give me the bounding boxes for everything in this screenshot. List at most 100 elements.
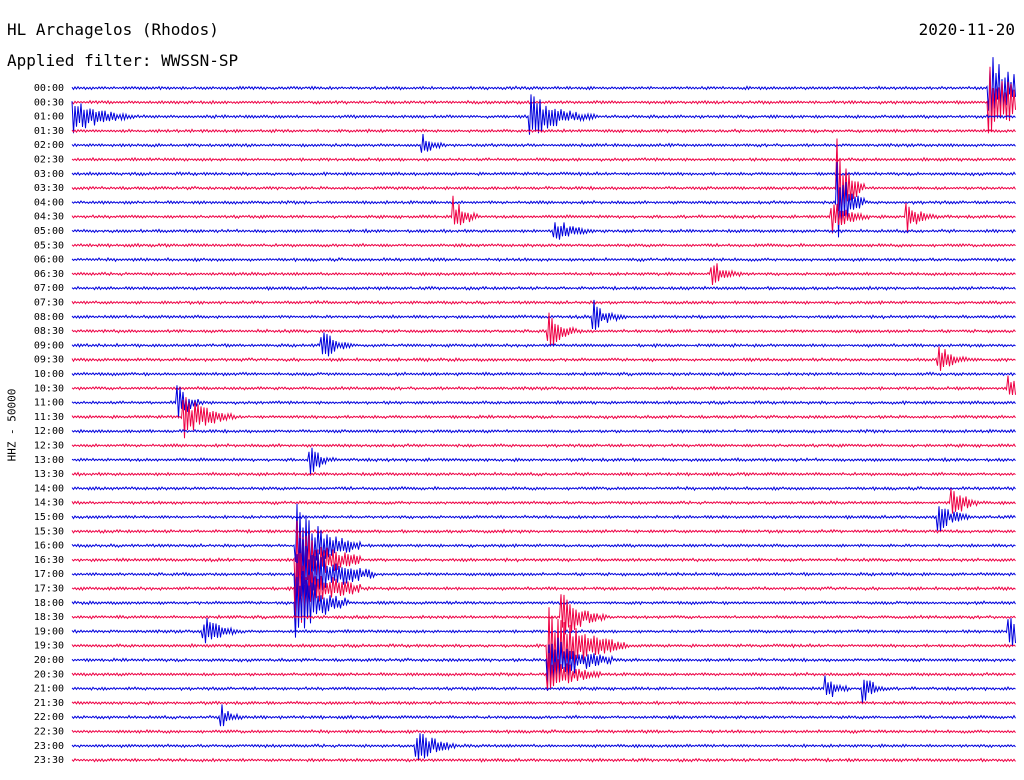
trace-1300 — [71, 447, 1016, 475]
trace-0330 — [71, 138, 1016, 222]
tick-label-2030: 20:30 — [34, 669, 64, 680]
trace-0030 — [71, 66, 1016, 134]
tick-label-1530: 15:30 — [34, 526, 64, 537]
trace-1130 — [71, 397, 1016, 439]
tick-label-1100: 11:00 — [34, 398, 64, 409]
tick-label-1330: 13:30 — [34, 469, 64, 480]
tick-label-1030: 10:30 — [34, 383, 64, 394]
tick-label-0030: 00:30 — [34, 97, 64, 108]
tick-label-0900: 09:00 — [34, 340, 64, 351]
tick-label-0200: 02:00 — [34, 140, 64, 151]
trace-2200 — [71, 704, 1016, 727]
trace-1700 — [71, 537, 1016, 614]
tick-label-1200: 12:00 — [34, 426, 64, 437]
trace-1930 — [71, 607, 1016, 679]
tick-label-1630: 16:30 — [34, 555, 64, 566]
trace-0830 — [71, 312, 1016, 346]
tick-label-0600: 06:00 — [34, 255, 64, 266]
tick-label-0230: 02:30 — [34, 155, 64, 166]
tick-label-0930: 09:30 — [34, 355, 64, 366]
trace-0130 — [71, 128, 1016, 134]
trace-1330 — [71, 471, 1016, 477]
tick-label-0430: 04:30 — [34, 212, 64, 223]
trace-1530 — [71, 528, 1016, 534]
tick-label-1300: 13:00 — [34, 455, 64, 466]
trace-1630 — [71, 520, 1016, 597]
trace-1100 — [71, 385, 1016, 419]
trace-1600 — [71, 503, 1016, 578]
trace-0000 — [71, 57, 1016, 116]
tick-label-1700: 17:00 — [34, 569, 64, 580]
trace-1830 — [71, 594, 1016, 635]
tick-label-1230: 12:30 — [34, 441, 64, 452]
tick-label-1600: 16:00 — [34, 541, 64, 552]
trace-2100 — [71, 675, 1016, 703]
tick-label-1000: 10:00 — [34, 369, 64, 380]
tick-label-0500: 05:00 — [34, 226, 64, 237]
tick-label-0000: 00:00 — [34, 83, 64, 94]
trace-0430 — [71, 195, 1016, 234]
trace-0200 — [71, 134, 1016, 153]
tick-label-1730: 17:30 — [34, 584, 64, 595]
station-title: HL Archagelos (Rhodos) — [7, 20, 219, 39]
tick-label-1430: 14:30 — [34, 498, 64, 509]
trace-1230 — [71, 442, 1016, 449]
tick-label-1130: 11:30 — [34, 412, 64, 423]
trace-2330 — [71, 757, 1016, 763]
tick-label-2230: 22:30 — [34, 727, 64, 738]
trace-1000 — [71, 371, 1016, 377]
tick-label-2130: 21:30 — [34, 698, 64, 709]
tick-label-0300: 03:00 — [34, 169, 64, 180]
time-tick-labels: 00:00 00:30 01:00 01:30 02:00 02:30 03:00 03:30… — [34, 83, 64, 766]
tick-label-2000: 20:00 — [34, 655, 64, 666]
trace-0230 — [71, 156, 1016, 163]
tick-label-0800: 08:00 — [34, 312, 64, 323]
tick-label-0330: 03:30 — [34, 183, 64, 194]
trace-2300 — [71, 733, 1016, 761]
tick-label-0130: 01:30 — [34, 126, 64, 137]
tick-label-0530: 05:30 — [34, 240, 64, 251]
tick-label-0400: 04:00 — [34, 197, 64, 208]
trace-0900 — [71, 332, 1016, 357]
trace-0600 — [71, 257, 1016, 263]
tick-label-1400: 14:00 — [34, 483, 64, 494]
trace-0930 — [71, 346, 1016, 371]
tick-label-2100: 21:00 — [34, 684, 64, 695]
trace-1900 — [71, 617, 1016, 647]
tick-label-0830: 08:30 — [34, 326, 64, 337]
tick-label-1830: 18:30 — [34, 612, 64, 623]
trace-0700 — [71, 285, 1016, 291]
tick-label-0700: 07:00 — [34, 283, 64, 294]
trace-0630 — [71, 263, 1016, 285]
trace-0300 — [71, 171, 1016, 177]
trace-0100 — [71, 94, 1016, 135]
tick-label-2330: 23:30 — [34, 755, 64, 766]
trace-lines — [71, 57, 1016, 763]
trace-0530 — [71, 242, 1016, 248]
tick-label-1900: 19:00 — [34, 626, 64, 637]
trace-1030 — [71, 375, 1016, 396]
trace-1500 — [71, 506, 1016, 532]
trace-0400 — [71, 162, 1016, 238]
trace-2030 — [71, 652, 1016, 691]
date-label: 2020-11-20 — [918, 20, 1015, 39]
filter-label: Applied filter: WWSSN-SP — [7, 51, 239, 70]
trace-0730 — [71, 299, 1016, 306]
trace-0800 — [71, 299, 1016, 330]
trace-0500 — [71, 222, 1016, 240]
tick-label-1500: 15:00 — [34, 512, 64, 523]
trace-1730 — [71, 553, 1016, 626]
trace-1430 — [71, 488, 1016, 514]
tick-label-2300: 23:00 — [34, 741, 64, 752]
trace-2000 — [71, 637, 1016, 686]
tick-label-1930: 19:30 — [34, 641, 64, 652]
trace-1200 — [71, 428, 1016, 434]
tick-label-1800: 18:00 — [34, 598, 64, 609]
trace-1800 — [71, 570, 1016, 638]
tick-label-0730: 07:30 — [34, 298, 64, 309]
tick-label-0630: 06:30 — [34, 269, 64, 280]
trace-1400 — [71, 485, 1016, 492]
trace-2230 — [71, 728, 1016, 735]
tick-label-0100: 01:00 — [34, 112, 64, 123]
